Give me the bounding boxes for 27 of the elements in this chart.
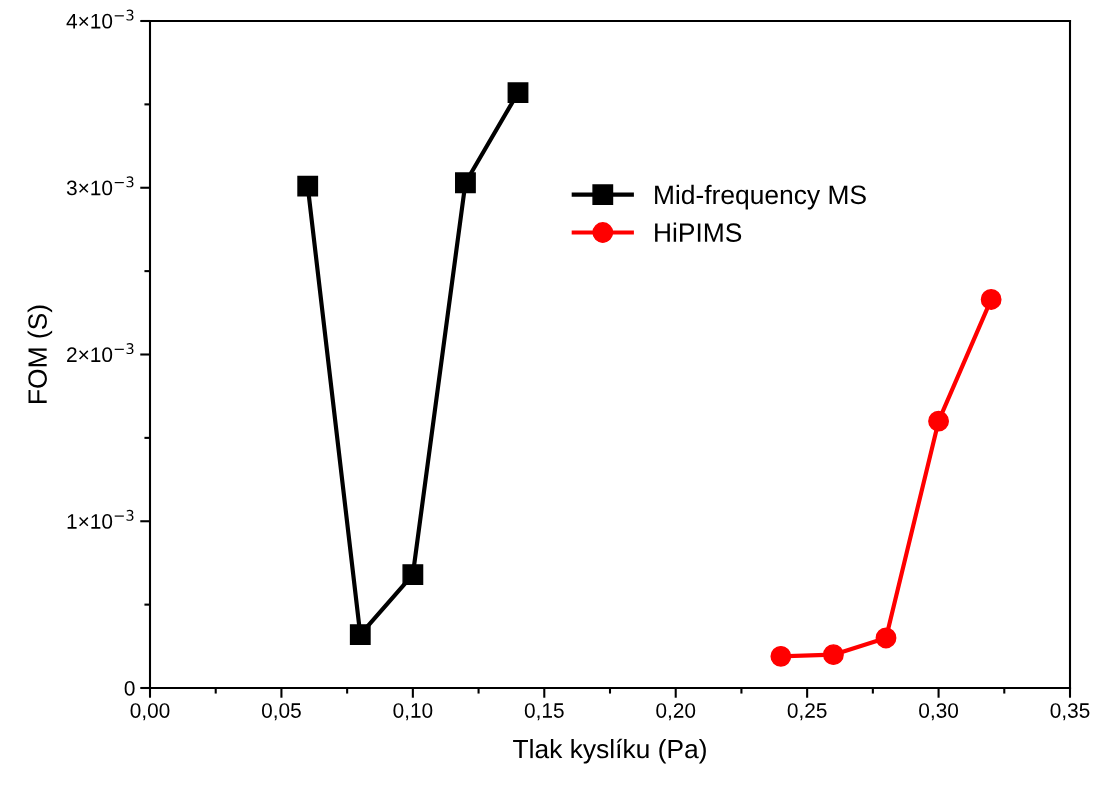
point bbox=[823, 644, 844, 666]
legend-label: HiPIMS bbox=[655, 222, 742, 242]
point bbox=[928, 410, 949, 432]
x-tick-label: 0,10 bbox=[393, 703, 433, 721]
y-tick-label: 2×10$^{−3}$ bbox=[67, 343, 134, 363]
y-axis-title: FOM (S) bbox=[27, 305, 53, 403]
x-axis-title: Tlak kyslíku (Pa) bbox=[513, 738, 706, 764]
x-tick-label: 0,25 bbox=[787, 703, 827, 721]
x-tick-label: 0,20 bbox=[656, 703, 696, 721]
x-tick-label: 0,00 bbox=[130, 703, 170, 721]
point bbox=[770, 645, 792, 667]
y-tick-label: 1×10$^{−3}$ bbox=[67, 509, 134, 529]
x-tick-label: 0,35 bbox=[1050, 703, 1090, 721]
legend-label: Mid-frequency MS bbox=[655, 184, 866, 210]
y-tick-label: 4×10$^{−3}$ bbox=[66, 9, 134, 29]
y-tick-label: 0 bbox=[124, 681, 135, 696]
point bbox=[349, 624, 371, 646]
y-tick-label: 3×10$^{−3}$ bbox=[66, 176, 134, 196]
point bbox=[297, 175, 319, 197]
point bbox=[980, 289, 1002, 310]
x-tick-label: 0,15 bbox=[524, 703, 564, 721]
point bbox=[455, 172, 476, 194]
point bbox=[402, 564, 424, 586]
point bbox=[875, 627, 897, 649]
x-tick-label: 0,05 bbox=[261, 703, 301, 721]
point bbox=[507, 82, 529, 104]
x-tick-label: 0,30 bbox=[919, 703, 959, 721]
